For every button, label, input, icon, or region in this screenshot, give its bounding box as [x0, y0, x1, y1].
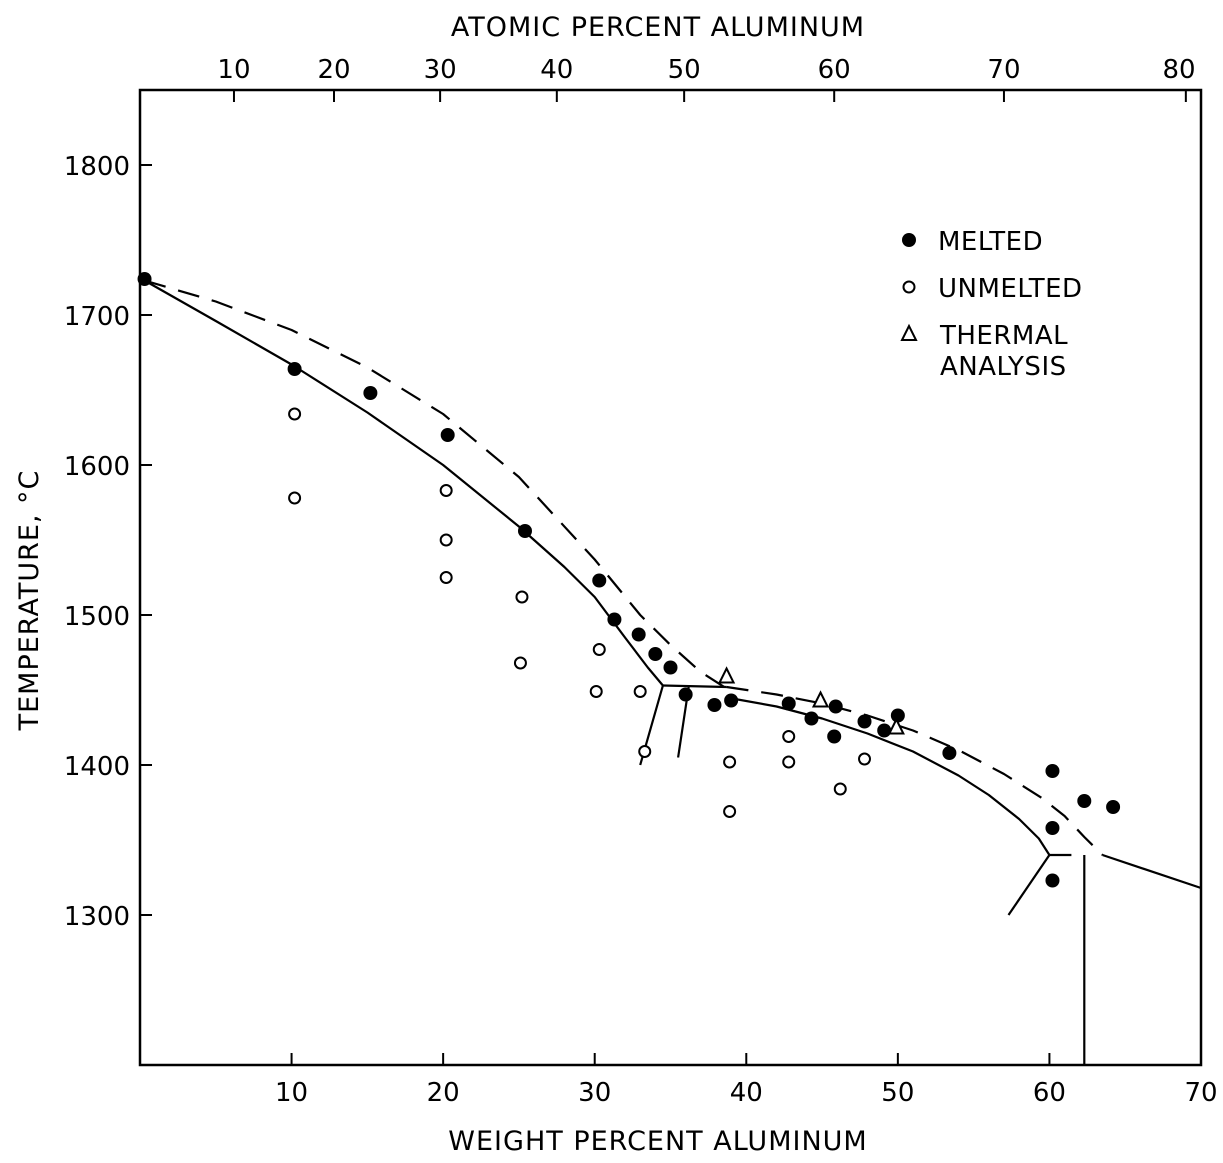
- plot-frame: [138, 88, 1203, 1067]
- melted-point: [1045, 873, 1060, 888]
- solidus-solid-curve: [662, 684, 727, 689]
- x-tick-label: 20: [427, 1078, 460, 1108]
- melted-point: [592, 573, 607, 588]
- melted-point: [857, 714, 872, 729]
- melted-point: [781, 696, 796, 711]
- solidus-solid-curve: [143, 279, 664, 687]
- unmelted-point: [833, 782, 847, 796]
- melted-point: [440, 428, 455, 442]
- unmelted-point: [513, 656, 527, 670]
- melted-point: [648, 647, 663, 661]
- top-tick-label: 80: [1162, 55, 1195, 85]
- melted-point: [828, 699, 843, 714]
- x-tick-label: 10: [275, 1078, 308, 1108]
- top-axis-title: ATOMIC PERCENT ALUMINUM: [451, 12, 865, 43]
- unmelted-point: [782, 755, 796, 769]
- unmelted-point: [633, 685, 647, 698]
- legend-label-melted: MELTED: [938, 227, 1043, 257]
- melted-point: [363, 386, 378, 400]
- legend-marker-thermal-analysis: [900, 323, 918, 341]
- y-tick-label: 1400: [64, 752, 130, 782]
- y-tick-label: 1700: [64, 302, 130, 332]
- melted-point: [877, 723, 892, 738]
- top-tick-label: 50: [668, 55, 701, 85]
- x-tick-label: 30: [578, 1078, 611, 1108]
- top-tick-label: 30: [424, 55, 457, 85]
- unmelted-point: [592, 643, 606, 656]
- melted-point: [137, 272, 152, 286]
- x-tick-label: 50: [881, 1078, 914, 1108]
- y-tick-label: 1300: [64, 902, 130, 932]
- legend: MELTED UNMELTED THERMAL ANALYSIS: [900, 227, 1083, 382]
- unmelted-point: [782, 730, 796, 743]
- melted-point: [678, 687, 693, 702]
- melted-point: [1077, 794, 1092, 808]
- unmelted-point: [723, 805, 737, 818]
- ticks-layer: 10 20 30 40 50 60 70 1300 1400 1500 1600 1700 1800 10…: [64, 55, 1218, 1108]
- melted-point: [1045, 764, 1060, 778]
- top-tick-label: 20: [317, 55, 350, 85]
- unmelted-point: [288, 491, 302, 505]
- top-tick-label: 60: [818, 55, 851, 85]
- y-tick-label: 1500: [64, 602, 130, 632]
- melted-point: [517, 524, 532, 538]
- melted-point: [942, 746, 957, 760]
- thermal-analysis-point: [717, 666, 736, 684]
- y-tick-label: 1600: [64, 452, 130, 482]
- melted-point: [287, 362, 302, 376]
- unmelted-point: [638, 745, 652, 758]
- melted-point: [890, 708, 905, 723]
- y-tick-label: 1800: [64, 152, 130, 182]
- melted-point: [607, 612, 622, 627]
- top-tick-label: 10: [217, 55, 250, 85]
- melted-point: [827, 729, 842, 744]
- legend-marker-melted: [902, 233, 916, 247]
- melted-point: [804, 711, 819, 726]
- thermal-analysis-point: [887, 717, 905, 735]
- x-tick-label: 40: [730, 1078, 763, 1108]
- unmelted-point: [723, 755, 737, 769]
- melted-point: [707, 698, 722, 712]
- top-tick-label: 40: [540, 55, 573, 85]
- unmelted-point: [439, 571, 453, 584]
- thermal-analysis-point: [811, 690, 830, 708]
- melted-point: [663, 660, 678, 675]
- melted-point: [1045, 821, 1060, 835]
- melted-point: [631, 627, 646, 642]
- legend-label-thermal: THERMAL: [939, 321, 1068, 351]
- x-tick-label: 60: [1033, 1078, 1066, 1108]
- unmelted-point: [858, 752, 872, 766]
- unmelted-point: [439, 533, 453, 547]
- x-tick-label: 70: [1184, 1078, 1217, 1108]
- unmelted-point: [439, 484, 453, 497]
- y-axis-title: TEMPERATURE, °C: [14, 470, 45, 732]
- solidus-solid-curve: [1102, 853, 1202, 890]
- unmelted-point: [589, 685, 603, 698]
- solidus-solid-curve: [1007, 854, 1051, 916]
- legend-label-unmelted: UNMELTED: [938, 274, 1083, 304]
- liquidus-dashed-curve: [726, 685, 1104, 856]
- legend-label-analysis: ANALYSIS: [940, 352, 1067, 382]
- unmelted-point: [515, 590, 529, 604]
- legend-marker-unmelted: [902, 280, 916, 294]
- unmelted-point: [288, 407, 302, 421]
- x-axis-title: WEIGHT PERCENT ALUMINUM: [448, 1126, 867, 1157]
- liquidus-dashed-curve: [144, 279, 728, 690]
- data-points-layer: [137, 272, 1121, 888]
- melted-point: [724, 693, 739, 708]
- top-tick-label: 70: [987, 55, 1020, 85]
- melted-point: [1106, 800, 1121, 814]
- solidus-solid-curve: [726, 696, 1051, 856]
